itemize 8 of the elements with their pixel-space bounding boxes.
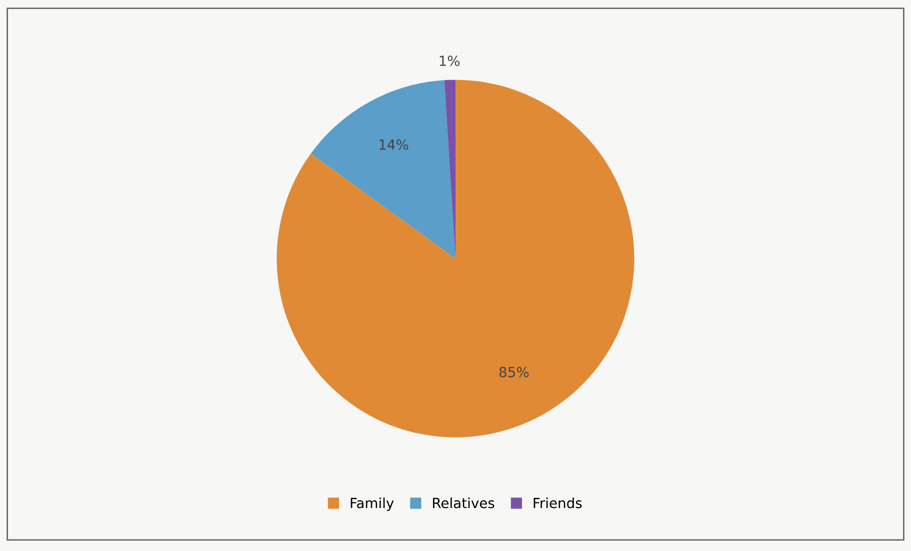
data-label: 85% [499,366,529,378]
legend-label: Friends [534,498,582,508]
data-label: 1% [440,56,460,66]
pie-slice [310,80,456,259]
data-label: 14% [380,139,408,150]
legend-label: Relatives [433,498,494,508]
pie-slice [276,80,634,438]
legend-label: Family [350,498,394,511]
